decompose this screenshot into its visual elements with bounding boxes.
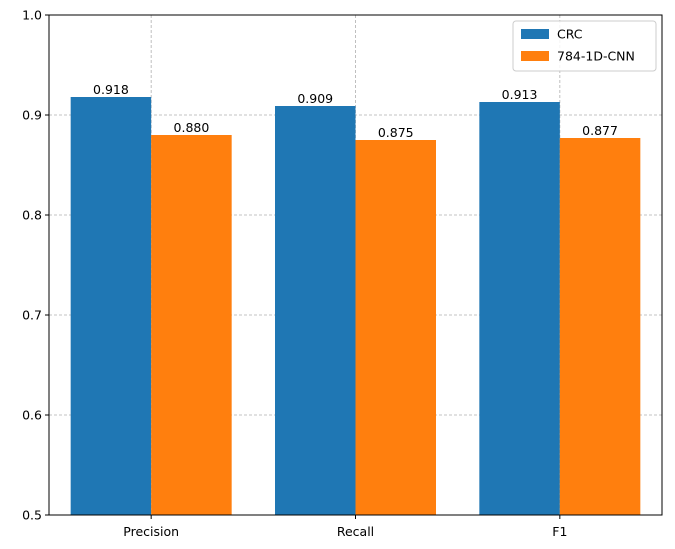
- bar: [479, 102, 560, 515]
- legend-swatch: [521, 29, 549, 39]
- legend: CRC 784-1D-CNN: [512, 20, 657, 72]
- data-label: 0.918: [93, 82, 129, 97]
- data-label: 0.880: [174, 120, 210, 135]
- legend-label: 784-1D-CNN: [557, 49, 635, 64]
- y-tick-label: 0.6: [22, 408, 42, 423]
- bar: [559, 138, 641, 515]
- y-tick-label: 0.9: [22, 108, 42, 123]
- y-axis: 0.5 0.6 0.7 0.8 0.9 1.0: [22, 8, 49, 523]
- data-label: 0.877: [582, 123, 618, 138]
- x-tick-label: F1: [552, 524, 567, 539]
- legend-box: [512, 20, 657, 72]
- data-labels: 0.918 0.909 0.913 0.880 0.875 0.877: [93, 82, 618, 140]
- y-tick-label: 0.7: [22, 308, 42, 323]
- y-tick-label: 0.5: [22, 508, 42, 523]
- x-tick-label: Recall: [337, 524, 374, 539]
- data-label: 0.875: [378, 125, 414, 140]
- bar: [275, 106, 356, 515]
- x-axis: Precision Recall F1: [123, 515, 567, 539]
- data-label: 0.909: [297, 91, 333, 106]
- bar: [70, 97, 152, 515]
- bar: [151, 135, 232, 515]
- x-tick-label: Precision: [123, 524, 179, 539]
- legend-swatch: [521, 51, 549, 61]
- bar: [355, 140, 436, 515]
- bars: [70, 97, 641, 515]
- y-tick-label: 0.8: [22, 208, 42, 223]
- y-tick-label: 1.0: [22, 8, 42, 23]
- data-label: 0.913: [502, 87, 538, 102]
- legend-label: CRC: [557, 27, 583, 42]
